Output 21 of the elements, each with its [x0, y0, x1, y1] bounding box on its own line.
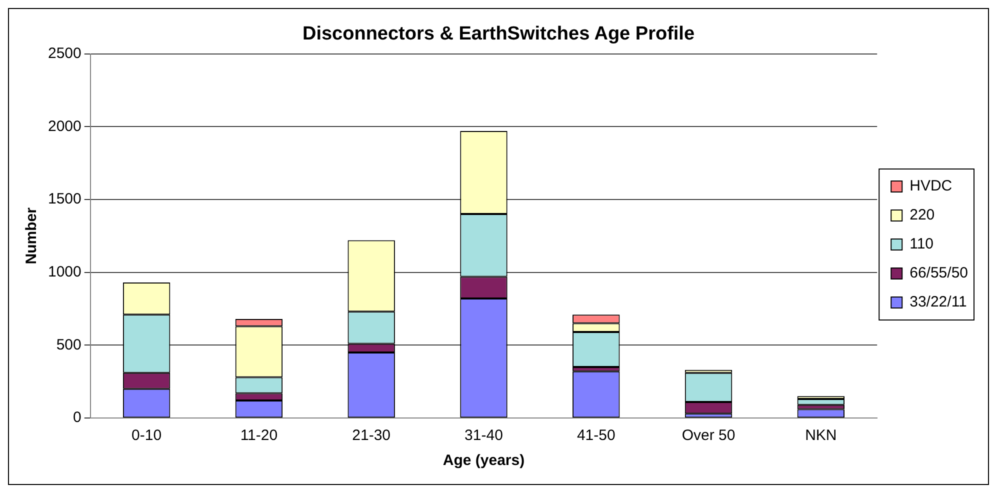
y-tick-label: 1500	[48, 190, 82, 208]
legend-label: 220	[910, 206, 935, 224]
x-tick-label: Over 50	[682, 427, 736, 444]
x-tick-label: 11-20	[240, 427, 278, 444]
legend-label: 110	[910, 236, 934, 253]
legend-label: 66/55/50	[910, 264, 968, 282]
y-tick-label: 500	[56, 336, 82, 354]
y-axis-title: Number	[23, 207, 40, 264]
x-tick-label: 0-10	[132, 427, 162, 444]
chart-title: Disconnectors & EarthSwitches Age Profile	[302, 24, 695, 45]
y-tick-label: 2500	[48, 44, 82, 62]
x-tick-label: 41-50	[576, 427, 616, 444]
y-tick-label: 1000	[48, 263, 82, 280]
x-tick-label: 21-30	[352, 427, 391, 444]
y-tick-label: 2000	[48, 118, 82, 135]
x-tick-label: NKN	[805, 427, 837, 444]
x-tick-label: 31-40	[464, 427, 503, 444]
legend-label: HVDC	[910, 178, 952, 195]
y-tick-label: 0	[73, 409, 82, 426]
legend-label: 33/22/11	[910, 294, 967, 311]
x-axis-title: Age (years)	[442, 452, 525, 470]
